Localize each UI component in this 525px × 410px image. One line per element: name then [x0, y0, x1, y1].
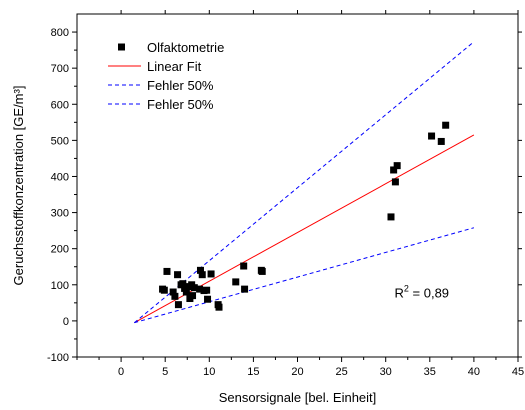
legend-label: Olfaktometrie	[147, 40, 224, 55]
data-point	[179, 280, 187, 288]
data-point	[207, 270, 215, 278]
data-point	[240, 262, 248, 270]
x-tick-label: 10	[203, 366, 215, 378]
data-point	[196, 266, 204, 274]
data-point	[442, 121, 450, 129]
y-tick-label: 300	[51, 208, 69, 220]
x-tick-label: 5	[162, 366, 168, 378]
data-point	[258, 267, 266, 275]
x-tick-label: 0	[118, 366, 124, 378]
x-tick-label: 25	[335, 366, 347, 378]
plot-frame	[76, 13, 519, 358]
data-point	[437, 137, 445, 145]
data-point	[163, 267, 171, 275]
error-line	[134, 227, 475, 324]
data-point	[190, 284, 198, 292]
legend-label: Linear Fit	[147, 59, 202, 74]
legend-marker	[118, 43, 125, 51]
y-tick-label: 400	[51, 171, 69, 183]
x-axis-title: Sensorsignale [bel. Einheit]	[219, 390, 377, 405]
data-point	[387, 213, 395, 221]
data-point	[182, 288, 190, 296]
y-tick-label: 0	[63, 316, 69, 328]
legend-label: Fehler 50%	[147, 78, 214, 93]
y-axis-title: Geruchsstoffkonzentration [GE/m³]	[11, 86, 26, 286]
data-point	[174, 301, 182, 309]
data-point	[241, 285, 249, 293]
x-tick-label: 20	[291, 366, 303, 378]
legend: Olfaktometrie Linear Fit Fehler 50% Fehler …	[108, 40, 224, 112]
data-point	[174, 271, 182, 279]
y-tick-label: 800	[51, 27, 69, 39]
y-tick-label: 600	[51, 99, 69, 111]
x-tick-label: 30	[380, 366, 392, 378]
data-point	[171, 292, 179, 300]
data-point	[196, 285, 204, 293]
x-tick-label: 45	[512, 366, 524, 378]
data-point	[393, 162, 401, 170]
data-point	[184, 283, 192, 291]
x-tick-label: 15	[247, 366, 259, 378]
plot-area: 0 5 10 15 20 25 30 35 40 45 -100 0 100 200 300 400 500 60…	[47, 10, 524, 378]
x-tick-label: 35	[424, 366, 436, 378]
r-squared-annotation: R2 = 0,89	[395, 283, 450, 300]
data-point	[181, 284, 189, 292]
y-tick-label: 500	[51, 135, 69, 147]
data-point	[204, 295, 212, 303]
data-point	[189, 292, 197, 300]
data-point	[390, 166, 398, 174]
data-point	[428, 132, 436, 140]
data-point	[215, 303, 223, 311]
x-tick-label: 40	[468, 366, 480, 378]
y-tick-label: 100	[51, 280, 69, 292]
y-tick-label: 200	[51, 244, 69, 256]
fit-line	[134, 134, 475, 324]
y-tick-label: -100	[47, 352, 69, 364]
y-tick-label: 700	[51, 63, 69, 75]
data-point	[232, 278, 240, 286]
data-point	[198, 271, 206, 279]
legend-label: Fehler 50%	[147, 97, 214, 112]
data-point	[160, 286, 168, 294]
data-point	[169, 288, 177, 296]
data-point	[203, 286, 211, 294]
error-line	[134, 41, 475, 324]
data-point	[391, 178, 399, 186]
